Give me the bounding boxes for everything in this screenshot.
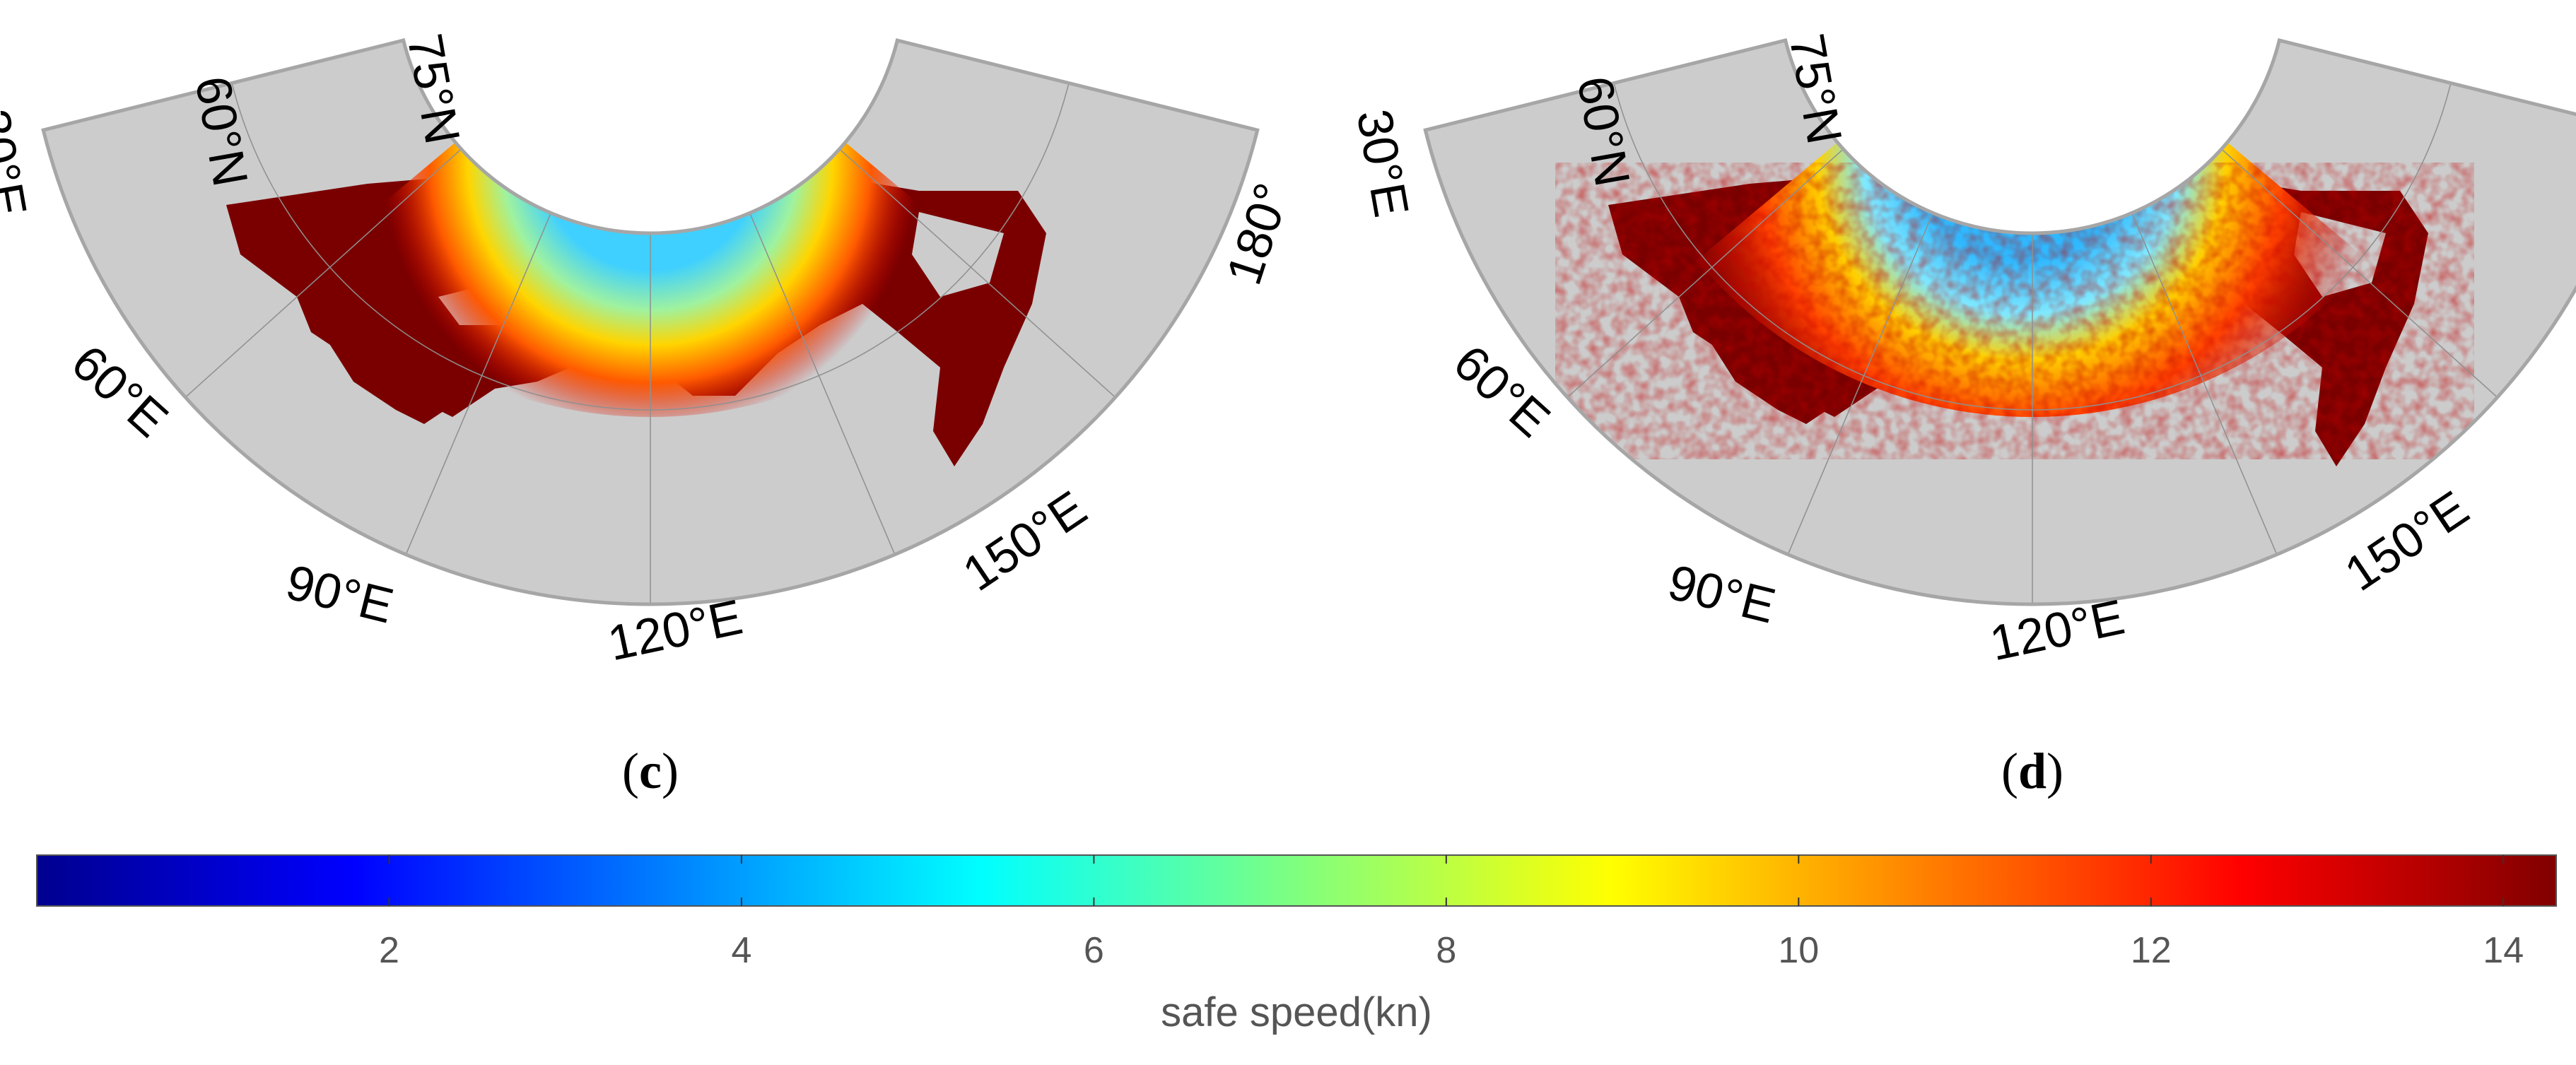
meridian-line [2221, 148, 2498, 398]
colorbar: 2 4 6 8 10 12 14 safe speed(kn) [36, 854, 2557, 1035]
colorbar-tick-label: 10 [1778, 930, 1819, 971]
panel-label: (d) [2001, 743, 2063, 799]
map-frame [1423, 38, 2576, 606]
meridian-line [1567, 148, 1844, 398]
parallel-line [231, 83, 1070, 411]
panel-label: (c) [622, 743, 679, 799]
meridian-line [405, 213, 552, 555]
longitude-label: 90°E [281, 554, 399, 634]
colorbar-tick-label: 2 [379, 930, 399, 971]
colorbar-tick-label: 14 [2483, 930, 2524, 971]
meridian-line [2131, 213, 2278, 555]
parallel-line [1613, 83, 2452, 411]
sea-ice-speed-field [1555, 142, 2474, 466]
colorbar-tick-label: 4 [731, 930, 751, 971]
colorbar-axis-label: safe speed(kn) [1161, 989, 1432, 1035]
graticule [185, 83, 1116, 604]
graticule [1567, 83, 2498, 604]
meridian-line [1787, 213, 1934, 555]
longitude-label: 90°E [1663, 554, 1781, 634]
mottled-texture [1555, 163, 2474, 459]
longitude-label: 30°E [0, 105, 37, 221]
colorbar-tick-label: 8 [1436, 930, 1456, 971]
meridian-line [749, 213, 896, 555]
meridian-line [839, 148, 1116, 398]
colorbar-tick-label: 6 [1084, 930, 1104, 971]
longitude-label: 30°E [1347, 105, 1419, 221]
colorbar-tick-label: 12 [2131, 930, 2172, 971]
barents-sea [304, 283, 509, 424]
map-frame [41, 38, 1260, 606]
colorbar-gradient [36, 854, 2557, 907]
meridian-line [185, 148, 462, 398]
